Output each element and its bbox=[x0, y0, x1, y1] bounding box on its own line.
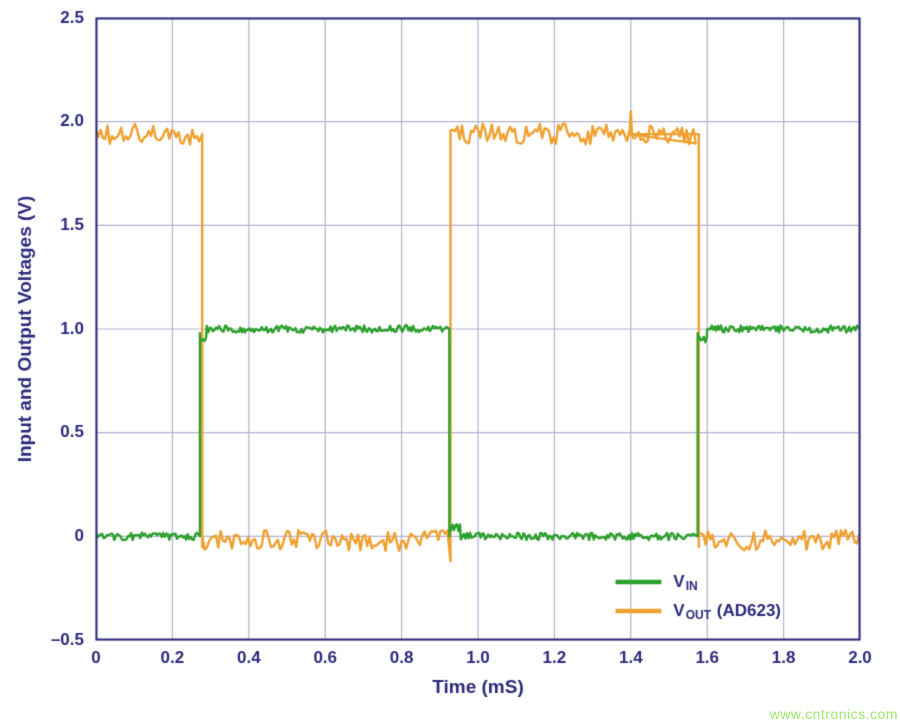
voltage-time-chart bbox=[0, 0, 900, 724]
watermark-text: www.cntronics.com bbox=[770, 706, 898, 722]
chart-container: www.cntronics.com bbox=[0, 0, 900, 724]
